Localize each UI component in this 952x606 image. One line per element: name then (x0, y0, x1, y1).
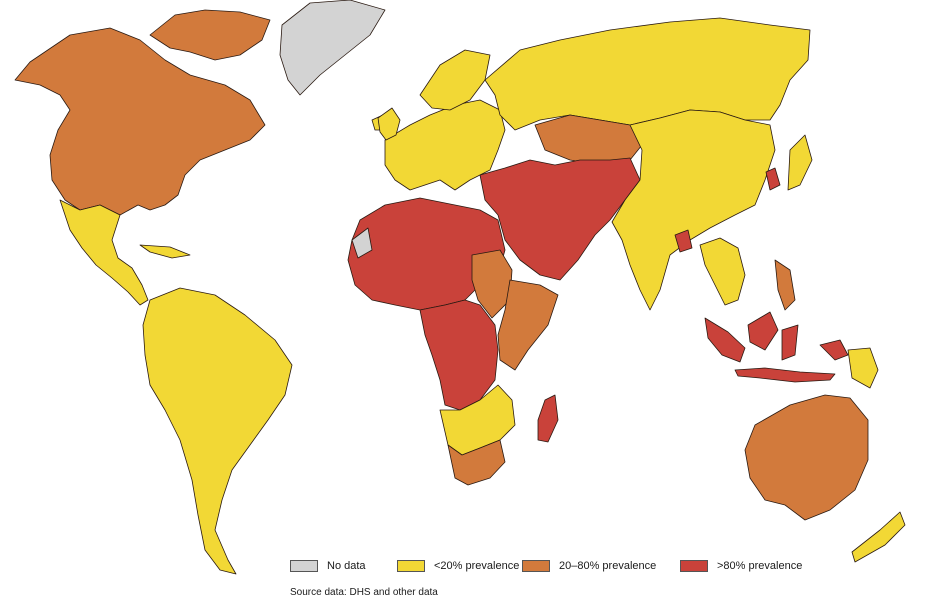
legend-label-mid: 20–80% prevalence (559, 560, 657, 572)
legend-label-low: <20% prevalence (434, 560, 520, 572)
region-western-sahara (351, 227, 373, 259)
region-southeast-asia (699, 237, 746, 306)
region-cuba-caribbean (139, 244, 191, 259)
region-central-africa (419, 299, 499, 411)
legend-swatch-low (397, 560, 425, 572)
world-map (14, 0, 906, 575)
region-north-america (14, 27, 266, 216)
legend-item-mid: 20–80% prevalence (522, 560, 680, 572)
region-uk-ireland (377, 107, 401, 141)
legend-swatch-high (680, 560, 708, 572)
region-canadian-arctic-islands (149, 9, 271, 61)
legend-label-nodata: No data (327, 560, 366, 572)
legend-swatch-mid (522, 560, 550, 572)
region-new-zealand (851, 511, 906, 563)
region-kazakhstan (534, 114, 643, 166)
region-korea (765, 167, 781, 191)
legend-item-high: >80% prevalence (680, 560, 802, 572)
region-papua (847, 347, 879, 389)
region-east-africa (497, 279, 559, 371)
region-north-africa-sahel (347, 197, 506, 311)
legend: No data <20% prevalence 20–80% prevalenc… (290, 560, 802, 572)
region-russia (484, 17, 811, 131)
region-madagascar (537, 394, 559, 443)
region-sudan (471, 249, 513, 319)
legend-item-nodata: No data (290, 560, 397, 572)
source-note: Source data: DHS and other data (290, 587, 438, 598)
region-south-africa (447, 439, 506, 486)
legend-swatch-nodata (290, 560, 318, 572)
region-greenland (279, 0, 386, 96)
region-middle-east-central-asia (479, 157, 641, 281)
region-mexico-central-america (59, 199, 149, 306)
region-indonesia-malaysia (704, 311, 849, 383)
legend-item-low: <20% prevalence (397, 560, 522, 572)
region-australia (744, 394, 869, 521)
region-philippines (774, 259, 796, 311)
legend-label-high: >80% prevalence (717, 560, 803, 572)
region-south-america (142, 287, 293, 575)
region-japan (787, 134, 813, 191)
region-bangladesh (674, 229, 693, 253)
